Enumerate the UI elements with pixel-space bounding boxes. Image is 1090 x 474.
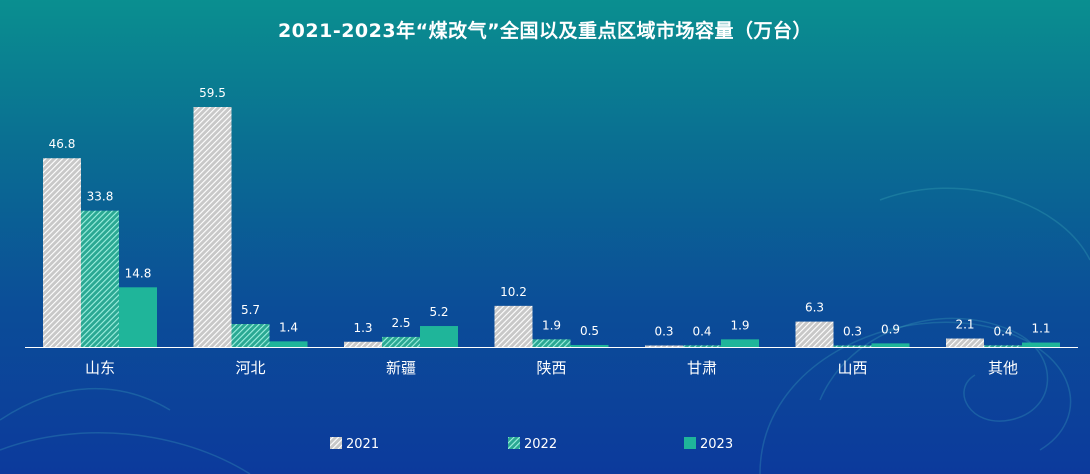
category-label-其他: 其他 [988,359,1018,377]
data-label-山东-2022: 33.8 [87,190,114,204]
data-label-陕西-2023: 0.5 [580,324,599,338]
data-label-山东-2023: 14.8 [125,266,152,280]
category-label-河北: 河北 [235,359,265,377]
category-label-甘肃: 甘肃 [687,359,717,377]
category-label-陕西: 陕西 [536,359,566,377]
bar-新疆-2023 [420,326,458,347]
bar-甘肃-2022 [683,345,721,347]
bar-其他-2023 [1022,342,1060,347]
data-label-其他-2021: 2.1 [955,318,974,332]
bar-陕西-2022 [532,339,571,347]
bar-新疆-2022 [382,336,420,347]
bar-山西-2021 [795,321,834,347]
category-label-新疆: 新疆 [386,359,416,377]
data-label-其他-2023: 1.1 [1031,322,1050,336]
data-label-山西-2021: 6.3 [805,301,824,315]
data-label-甘肃-2021: 0.3 [654,325,673,339]
data-label-河北-2021: 59.5 [199,86,226,100]
bar-甘肃-2021 [645,345,683,347]
legend: 2021 2022 2023 [330,437,733,452]
legend-swatch-2023 [684,437,696,449]
data-label-甘肃-2022: 0.4 [692,324,711,338]
legend-label-2023: 2023 [700,437,733,452]
bar-山西-2022 [833,345,872,347]
category-label-山东: 山东 [85,359,115,377]
bar-山西-2023 [871,343,910,347]
data-label-陕西-2022: 1.9 [542,318,561,332]
data-label-山东-2021: 46.8 [49,137,76,151]
bar-其他-2021 [946,338,984,347]
bar-陕西-2021 [494,305,533,347]
data-label-新疆-2023: 5.2 [429,305,448,319]
legend-label-2022: 2022 [524,437,557,452]
data-label-河北-2022: 5.7 [241,303,260,317]
bar-新疆-2021 [344,341,382,347]
legend-swatch-2021 [330,437,342,449]
bar-河北-2022 [231,324,270,347]
bar-山东-2022 [81,210,119,347]
data-label-新疆-2021: 1.3 [353,321,372,335]
category-label-山西: 山西 [837,359,867,377]
legend-label-2021: 2021 [346,437,379,452]
data-label-山西-2022: 0.3 [843,325,862,339]
bar-河北-2023 [269,341,308,347]
legend-swatch-2022 [508,437,520,449]
bar-甘肃-2023 [721,339,759,347]
chart-title: 2021-2023年“煤改气”全国以及重点区域市场容量（万台） [277,20,813,42]
bar-其他-2022 [984,345,1022,347]
data-label-陕西-2021: 10.2 [500,285,527,299]
bar-陕西-2023 [570,344,609,347]
data-label-河北-2023: 1.4 [279,320,298,334]
background-swirl-decoration [0,187,1090,474]
data-label-新疆-2022: 2.5 [391,316,410,330]
data-label-山西-2023: 0.9 [881,322,900,336]
bar-山东-2021 [43,158,81,347]
data-label-其他-2022: 0.4 [993,324,1012,338]
data-label-甘肃-2023: 1.9 [730,318,749,332]
bar-山东-2023 [119,287,157,347]
bar-河北-2021 [193,107,232,347]
